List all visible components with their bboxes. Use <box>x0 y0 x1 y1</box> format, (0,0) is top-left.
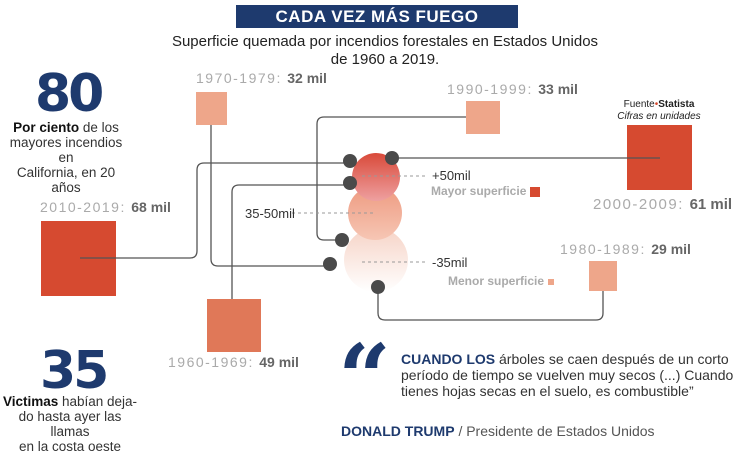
connector-1980 <box>377 278 604 321</box>
connector-2010 <box>80 162 350 259</box>
legend-low-swatch <box>548 278 555 285</box>
legend-high-swatch <box>530 186 541 197</box>
mid-circle <box>348 186 402 240</box>
legend-high-label: Mayor superficie <box>431 184 541 198</box>
connector-1970 <box>210 110 330 267</box>
square-1980 <box>589 261 617 291</box>
connector-1960 <box>231 184 350 340</box>
label-1980: 1980-1989: 29 mil <box>560 241 691 257</box>
legend-high: +50mil <box>432 168 471 183</box>
connector-1990 <box>316 116 482 241</box>
legend-low-label: Menor superficie <box>448 274 555 288</box>
square-1990 <box>466 101 500 134</box>
legend-low: -35mil <box>432 255 468 270</box>
label-2010: 2010-2019: 68 mil <box>40 199 171 215</box>
stat-35-text: Victimas habían deja- do hasta ayer las … <box>2 394 138 454</box>
dot-1980 <box>371 280 385 294</box>
square-1970 <box>196 92 227 125</box>
quote-mark-icon: “ <box>338 324 391 432</box>
dot-1970 <box>323 257 337 271</box>
high-circle <box>352 153 400 201</box>
quote-text: CUANDO LOS árboles se caen después de un… <box>401 351 734 399</box>
subtitle-line-2: de 1960 a 2019. <box>330 51 440 68</box>
label-1960: 1960-1969: 49 mil <box>168 354 299 370</box>
legend-mid: 35-50mil <box>245 206 295 221</box>
stat-80-text: Por ciento de los mayores incendios en Ca… <box>9 120 123 195</box>
low-circle <box>344 228 408 292</box>
subtitle-line-1: Superficie quemada por incendios foresta… <box>171 33 599 50</box>
label-2000: 2000-2009: 61 mil <box>593 196 733 213</box>
square-1960 <box>207 299 261 352</box>
dot-1990 <box>335 233 349 247</box>
stat-35-number: 35 <box>40 341 109 401</box>
quote-attribution: DONALD TRUMP / Presidente de Estados Uni… <box>341 423 655 439</box>
label-1970: 1970-1979: 32 mil <box>196 70 327 86</box>
dot-2010 <box>343 154 357 168</box>
source-note: Fuente•Statista Cifras en unidades <box>617 99 701 122</box>
dot-2000 <box>385 151 399 165</box>
stat-80-number: 80 <box>35 64 104 124</box>
label-1990: 1990-1999: 33 mil <box>447 81 578 97</box>
dot-1960 <box>343 176 357 190</box>
title-banner: CADA VEZ MÁS FUEGO <box>236 5 518 28</box>
